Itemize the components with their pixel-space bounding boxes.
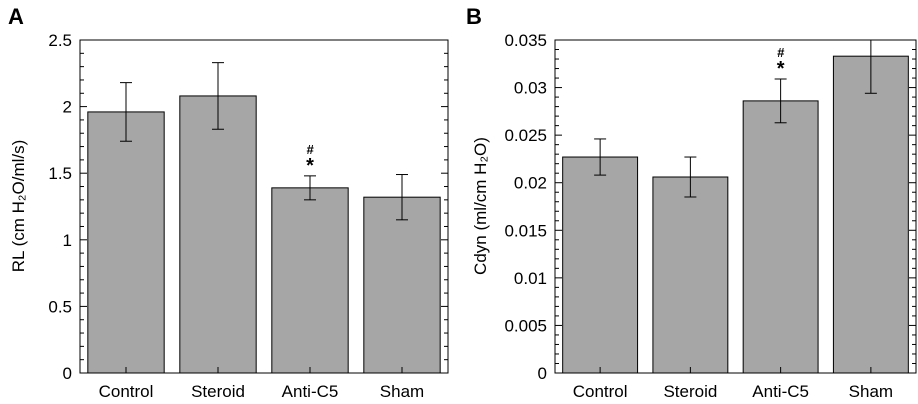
panel-a-y-tick-label: 2.5 <box>48 31 72 50</box>
panel-b-y-tick-label: 0.02 <box>514 174 547 193</box>
panel-b-y-tick-label: 0.005 <box>504 316 547 335</box>
panel-a-bar-sham <box>363 196 441 374</box>
panel-b-category-label: Steroid <box>663 382 717 401</box>
panel-a-chart: A RL (cm H₂O/ml/s) 0 0.5 1 1.5 2 2.5 Control St… <box>8 4 449 401</box>
panel-b-letter: B <box>466 4 482 29</box>
panel-b-y-tick-label: 0.035 <box>504 31 547 50</box>
panel-b-significance-hash: # <box>777 45 785 60</box>
panel-a-significance-star: * <box>306 155 314 177</box>
panel-b-y-tick-label: 0.03 <box>514 79 547 98</box>
panel-a-category-label: Anti-C5 <box>282 382 339 401</box>
panel-a-significance-hash: # <box>306 142 314 157</box>
panel-a-y-tick-label: 2 <box>63 98 72 117</box>
panel-a-bar-anti-c5 <box>271 187 349 374</box>
panel-b-bar-sham <box>832 55 909 374</box>
panel-a-bar-control <box>87 111 165 374</box>
panel-b-marks: 0 0.005 0.01 0.015 0.02 0.025 0.03 0.035 Control… <box>504 31 917 401</box>
panel-b-y-tick-label: 0 <box>538 364 547 383</box>
panel-a-letter: A <box>8 4 24 29</box>
panel-a-bar-steroid <box>179 95 257 374</box>
panel-a-marks: 0 0.5 1 1.5 2 2.5 Control Steroid Anti-C5 *# Sham <box>48 31 449 401</box>
panel-a-plot-frame <box>79 39 449 374</box>
panel-b-category-label: Anti-C5 <box>752 382 809 401</box>
panel-b-y-tick-label: 0.015 <box>504 221 547 240</box>
panel-b-chart: B Cdyn (ml/cm H₂O) 0 0.005 0.01 0.015 0.02 0.… <box>466 4 917 401</box>
panel-a-category-label: Steroid <box>191 382 245 401</box>
panel-a-category-label: Sham <box>380 382 424 401</box>
panel-b-y-tick-label: 0.025 <box>504 126 547 145</box>
panel-b-bar-steroid <box>652 176 729 374</box>
panel-b-category-label: Control <box>573 382 628 401</box>
panel-a-y-tick-label: 1.5 <box>48 164 72 183</box>
panel-a-y-tick-label: 0 <box>63 364 72 383</box>
panel-a-y-axis-label: RL (cm H₂O/ml/s) <box>9 140 28 273</box>
panel-a-y-tick-label: 1 <box>63 231 72 250</box>
panel-b-y-tick-label: 0.01 <box>514 269 547 288</box>
panel-b-category-label: Sham <box>849 382 893 401</box>
panel-b-bar-control <box>562 156 639 374</box>
panel-b-plot-frame <box>554 39 917 374</box>
panel-b-significance-star: * <box>777 58 785 80</box>
panel-b-y-axis-label: Cdyn (ml/cm H₂O) <box>471 137 490 275</box>
panel-a-category-label: Control <box>99 382 154 401</box>
panel-b-bar-anti-c5 <box>742 100 819 374</box>
panel-a-y-tick-label: 0.5 <box>48 297 72 316</box>
